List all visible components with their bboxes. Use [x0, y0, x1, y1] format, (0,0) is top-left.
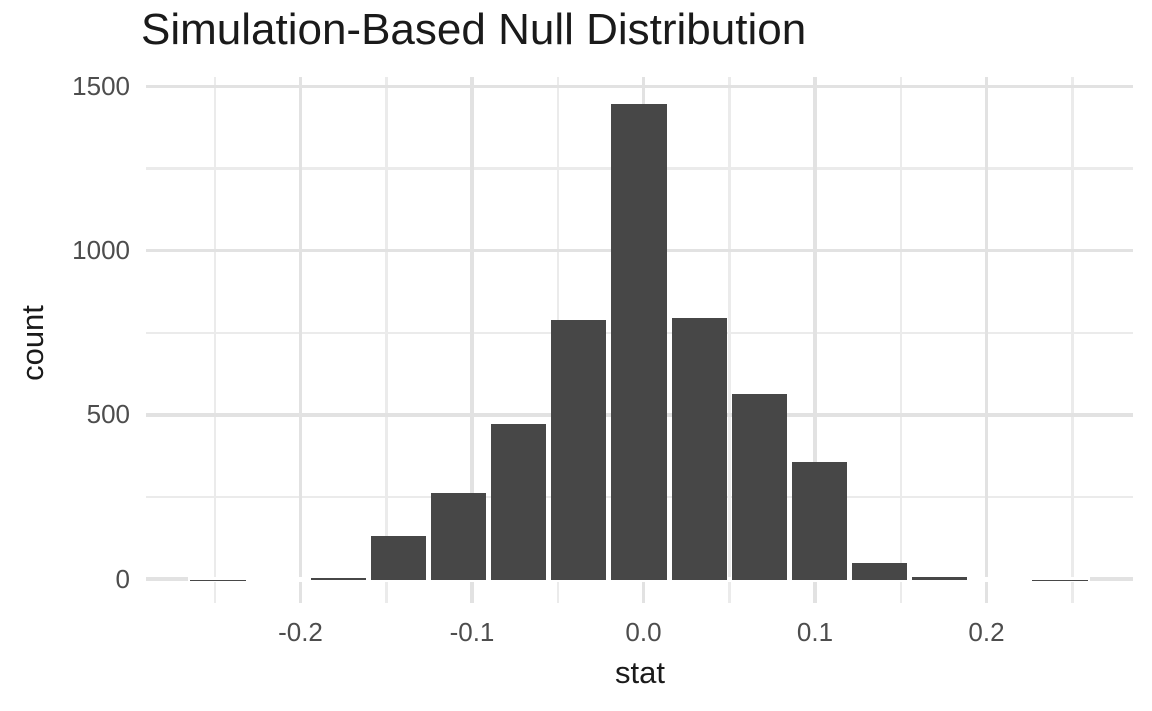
histogram-bar	[731, 393, 787, 580]
histogram-bar	[491, 424, 547, 580]
gridline-x-minor	[213, 77, 216, 603]
plot-title: Simulation-Based Null Distribution	[141, 5, 807, 54]
histogram-bar	[431, 492, 487, 580]
x-tick-label: 0.2	[968, 617, 1005, 647]
x-tick-label: -0.2	[278, 617, 323, 647]
gridline-x-minor	[1071, 77, 1074, 603]
histogram-bar	[310, 578, 366, 580]
histogram-bar	[791, 462, 848, 580]
x-tick-label: 0.0	[625, 617, 662, 647]
y-tick-label: 500	[86, 399, 130, 430]
gridline-x-minor	[899, 77, 902, 603]
gridline-x-major	[470, 77, 474, 603]
x-axis-title: stat	[615, 655, 665, 690]
x-tick-label: -0.1	[449, 617, 495, 647]
gridline-x-major	[984, 77, 989, 603]
y-tick-label: 1500	[72, 71, 130, 101]
y-axis-title: count	[15, 305, 50, 381]
histogram-bar	[370, 535, 427, 580]
histogram-bar	[611, 103, 667, 580]
gridline-x-minor	[728, 77, 731, 603]
histogram-bar	[912, 576, 968, 580]
y-tick-label: 0	[115, 563, 130, 594]
y-tick-label: 1000	[72, 235, 130, 266]
gridline-x-major	[298, 77, 303, 603]
gridline-y-major	[146, 84, 1133, 89]
histogram-bar	[551, 320, 607, 580]
gridline-x-minor	[385, 77, 388, 603]
x-tick-label: 0.1	[796, 617, 834, 647]
gridline-x-major	[813, 77, 817, 603]
histogram-bar	[852, 562, 908, 580]
histogram-bar	[671, 318, 727, 580]
